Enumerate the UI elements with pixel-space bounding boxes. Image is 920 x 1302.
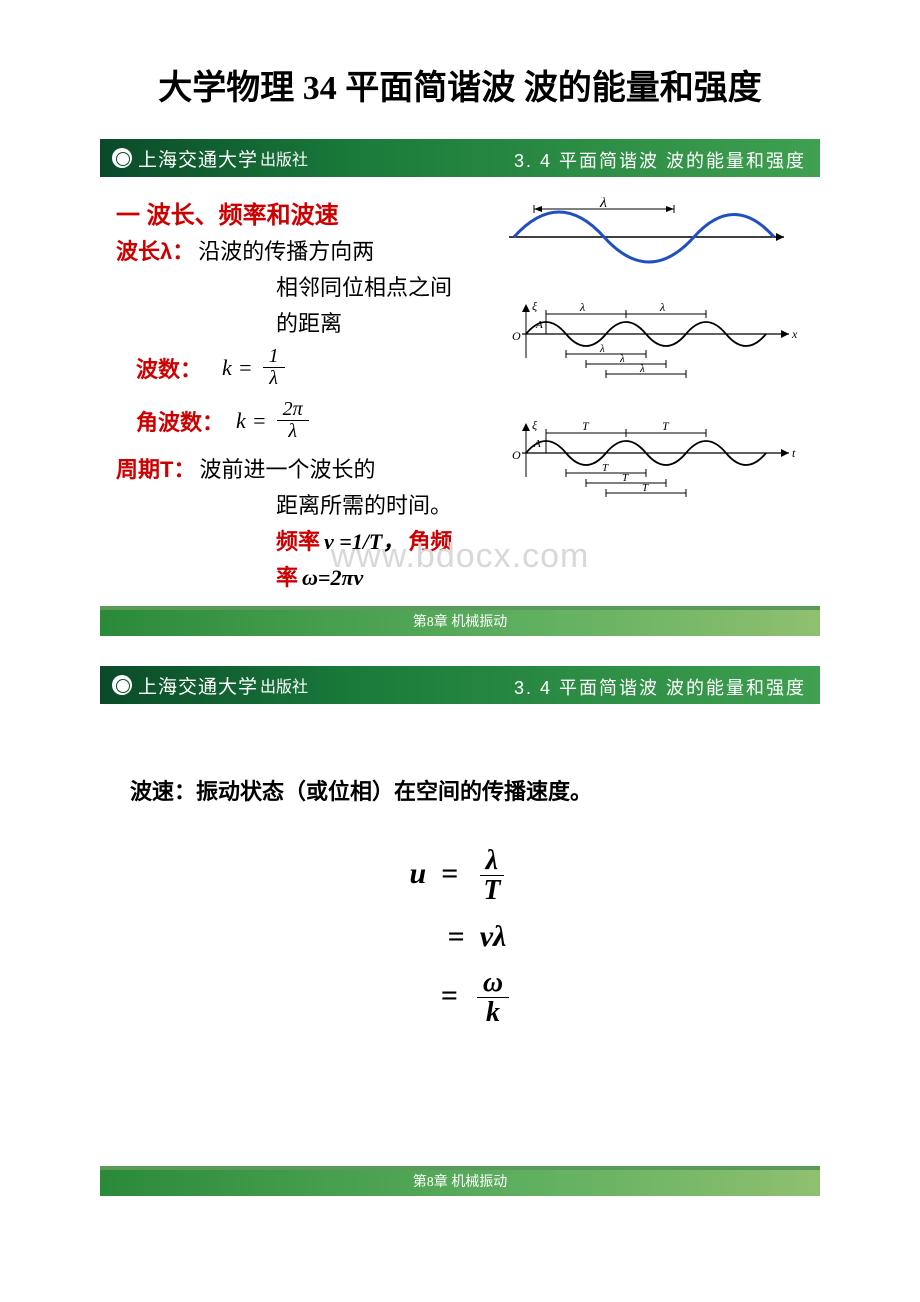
wavelength-def-2: 相邻同位相点之间 xyxy=(276,275,452,300)
svg-text:λ: λ xyxy=(599,343,605,355)
svg-text:A: A xyxy=(535,319,543,331)
slide-footer: 第8章 机械振动 xyxy=(100,1170,820,1196)
angfreq-label-2: 率 xyxy=(276,565,298,590)
fig1-lambda: λ xyxy=(599,197,607,211)
svg-text:λ: λ xyxy=(639,363,645,375)
slide-2: 上海交通大学 出版社 3. 4 平面简谐波 波的能量和强度 波速：振动状态（或位… xyxy=(100,666,820,1196)
publisher-logo-icon xyxy=(112,675,132,695)
angfreq-expr: ω=2πν xyxy=(302,565,363,590)
svg-text:λ: λ xyxy=(579,300,585,314)
slide-body: 一 波长、频率和波速 波长λ： 沿波的传播方向两 相邻同位相点之间 的距离 波数… xyxy=(100,177,820,604)
publisher-name: 上海交通大学 xyxy=(138,145,258,172)
figures-column: λ ξ O x A xyxy=(504,197,804,540)
section-label: 3. 4 平面简谐波 波的能量和强度 xyxy=(514,674,806,700)
wavelength-term: 波长λ： xyxy=(116,239,194,264)
figure-wave-t: ξ O t A T T xyxy=(504,419,804,514)
slide-footer: 第8章 机械振动 xyxy=(100,610,820,636)
svg-text:t: t xyxy=(792,446,796,460)
page-title: 大学物理 34 平面简谐波 波的能量和强度 xyxy=(50,60,870,109)
svg-text:λ: λ xyxy=(659,300,665,314)
heading: 一 波长、频率和波速 xyxy=(116,202,339,229)
svg-text:T: T xyxy=(602,462,609,474)
freq-expr: ν =1/T， xyxy=(324,529,404,554)
section-label: 3. 4 平面简谐波 波的能量和强度 xyxy=(514,147,806,173)
svg-text:O: O xyxy=(512,329,521,343)
svg-text:x: x xyxy=(791,327,798,341)
wavelength-def-1: 沿波的传播方向两 xyxy=(198,239,374,264)
svg-text:T: T xyxy=(582,419,590,433)
wave-speed-def: 波速：振动状态（或位相）在空间的传播速度。 xyxy=(130,774,790,806)
slide-header: 上海交通大学 出版社 3. 4 平面简谐波 波的能量和强度 xyxy=(100,139,820,177)
angfreq-label-1: 角频 xyxy=(408,529,452,554)
period-def-1: 波前进一个波长的 xyxy=(199,457,375,482)
slide-header: 上海交通大学 出版社 3. 4 平面简谐波 波的能量和强度 xyxy=(100,666,820,704)
figure-wave-x: ξ O x A λ λ xyxy=(504,298,804,393)
freq-label: 频率 xyxy=(276,529,320,554)
svg-text:T: T xyxy=(662,419,670,433)
wave-speed-equation: u = λT = νλ = ωk xyxy=(130,846,790,1028)
svg-text:ξ: ξ xyxy=(532,419,538,432)
period-def-2: 距离所需的时间。 xyxy=(276,493,452,518)
figure-wavelength: λ xyxy=(504,197,804,272)
svg-text:ξ: ξ xyxy=(532,299,538,313)
slide-body: 波速：振动状态（或位相）在空间的传播速度。 u = λT = νλ = ωk xyxy=(100,704,820,1164)
wavenumber-term: 波数： xyxy=(136,352,202,384)
angwavenumber-formula: k= 2πλ xyxy=(236,399,313,442)
publisher-suffix: 出版社 xyxy=(260,673,308,697)
svg-text:A: A xyxy=(533,438,541,450)
svg-text:T: T xyxy=(622,472,629,484)
period-term: 周期T： xyxy=(116,457,195,482)
angwavenumber-term: 角波数： xyxy=(136,405,224,437)
slide-1: 上海交通大学 出版社 3. 4 平面简谐波 波的能量和强度 一 波长、频率和波速… xyxy=(100,139,820,636)
wavenumber-formula: k= 1λ xyxy=(222,346,289,389)
wavelength-def-3: 的距离 xyxy=(276,311,342,336)
publisher-suffix: 出版社 xyxy=(260,146,308,170)
publisher-logo-icon xyxy=(112,148,132,168)
svg-text:O: O xyxy=(512,448,521,462)
publisher-name: 上海交通大学 xyxy=(138,672,258,699)
svg-text:λ: λ xyxy=(619,353,625,365)
svg-text:T: T xyxy=(642,482,649,494)
